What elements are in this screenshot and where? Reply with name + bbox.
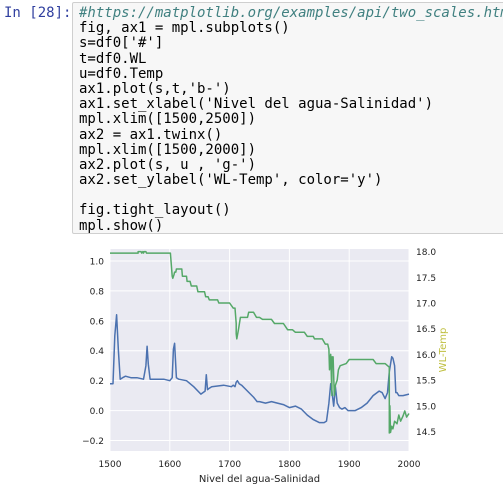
- x-tick-label-3: 1800: [278, 460, 301, 470]
- x-tick-label-0: 1500: [99, 460, 122, 470]
- y-right-tick-label-4: 16.0: [416, 351, 436, 361]
- y-left-tick-label-2: 0.6: [90, 317, 105, 327]
- y-right-tick-label-7: 14.5: [416, 428, 436, 438]
- code-line-10: mpl.xlim([1500,2000]): [79, 141, 257, 158]
- x-tick-label-1: 1600: [158, 460, 181, 470]
- y-left-tick-label-6: −0.2: [82, 437, 104, 447]
- y-right-tick-label-3: 16.5: [416, 325, 436, 335]
- code-line-1: #https://matplotlib.org/examples/api/two…: [79, 5, 503, 21]
- series-lines: [110, 250, 410, 434]
- code-line-11: ax2.plot(s, u , 'g-'): [79, 156, 257, 173]
- x-axis-label: Nivel del agua-Salinidad: [199, 474, 320, 485]
- code-line-7: ax1.set_xlabel('Nivel del agua-Salinidad…: [79, 96, 434, 113]
- y-right-tick-label-6: 15.0: [416, 402, 436, 412]
- y-right-tick-label-5: 15.5: [416, 377, 436, 387]
- x-tick-label-4: 1900: [338, 460, 361, 470]
- y-right-tick-label-0: 18.0: [416, 248, 436, 258]
- tick-labels: 1500 1600 1700 1800 1900 2000 1.0 0.8 0.6 0.4 0.2 0…: [82, 248, 436, 470]
- y-left-tick-label-1: 0.8: [90, 287, 105, 297]
- code-line-4: t=df0.WL: [79, 50, 147, 67]
- code-line-8: mpl.xlim([1500,2500]): [79, 111, 257, 128]
- y-left-tick-label-3: 0.4: [90, 347, 105, 357]
- plot-area: [110, 249, 409, 451]
- code-line-9: ax2 = ax1.twinx(): [79, 126, 223, 143]
- y-left-tick-label-4: 0.2: [90, 377, 104, 387]
- y-right-tick-label-2: 17.0: [416, 299, 436, 309]
- x-tick-label-5: 2000: [398, 460, 421, 470]
- y-left-tick-label-0: 1.0: [90, 257, 105, 267]
- y-right-axis-label: WL-Temp: [438, 328, 449, 373]
- code-line-3: s=df0['#']: [79, 35, 164, 52]
- code-line-13: [79, 188, 503, 203]
- code-cell-input[interactable]: #https://matplotlib.org/examples/api/two…: [72, 2, 503, 234]
- code-line-15: mpl.show(): [79, 217, 164, 234]
- code-line-2: fig, ax1 = mpl.subplots(): [79, 20, 290, 37]
- cell-output: 1500 1600 1700 1800 1900 2000 1.0 0.8 0.6 0.4 0.2 0…: [72, 236, 503, 487]
- series-line-1: [110, 314, 410, 424]
- cell-prompt: In [28]:: [4, 5, 72, 21]
- grid-lines: [109, 249, 410, 451]
- code-line-12: ax2.set_ylabel('WL-Temp', color='y'): [79, 172, 383, 189]
- code-line-6: ax1.plot(s,t,'b-'): [79, 80, 231, 97]
- twin-axis-line-chart: 1500 1600 1700 1800 1900 2000 1.0 0.8 0.6 0.4 0.2 0…: [82, 248, 449, 485]
- code-line-14: fig.tight_layout(): [79, 202, 231, 219]
- y-right-tick-label-1: 17.5: [416, 274, 436, 284]
- y-left-tick-label-5: 0.0: [90, 407, 105, 417]
- code-line-5: u=df0.Temp: [79, 65, 164, 82]
- x-tick-label-2: 1700: [218, 460, 241, 470]
- series-line-2: [110, 250, 410, 434]
